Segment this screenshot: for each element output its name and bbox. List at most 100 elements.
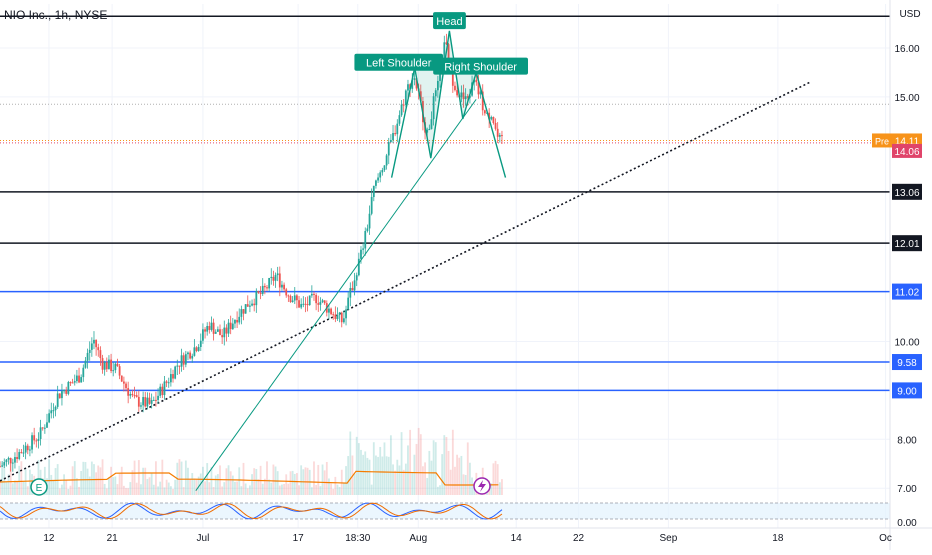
volume-bar <box>411 473 414 495</box>
volume-bar <box>95 472 98 495</box>
trendline[interactable] <box>0 81 811 482</box>
volume-bar <box>16 482 18 495</box>
candle-body <box>236 319 238 323</box>
time-tick-label: 18:30 <box>345 533 370 544</box>
pre-tag: Pre <box>875 136 889 146</box>
candle-body <box>379 172 382 178</box>
stochastic-pane: 0.00 <box>0 502 917 529</box>
last-price-label[interactable]: 14.06 <box>894 147 919 158</box>
candle-body <box>360 249 362 259</box>
time-axis[interactable]: 12 21 Jul 17 18:30 Aug 14 22 Sep 18 Oc <box>0 527 932 544</box>
candle-body <box>142 397 145 406</box>
volume-bar <box>498 482 501 495</box>
volume-bar <box>65 480 68 495</box>
pre-price-label[interactable]: 14.11 <box>895 136 920 147</box>
volume-bar <box>287 483 290 495</box>
volume-bar <box>52 481 55 495</box>
candle-body <box>357 258 360 276</box>
level-label-bg <box>892 235 922 252</box>
candle-body <box>58 393 61 399</box>
candle-body <box>210 322 213 330</box>
candle-body <box>251 303 253 306</box>
currency-label[interactable]: USD <box>899 9 920 20</box>
pattern-label[interactable]: Right Shoulder <box>444 62 517 74</box>
level-label[interactable]: 11.02 <box>895 288 920 299</box>
volume-bar <box>417 427 420 495</box>
candle-body <box>97 347 100 351</box>
volume-bar <box>122 485 125 495</box>
level-label[interactable]: 12.01 <box>894 239 919 250</box>
candle-body <box>110 359 112 372</box>
candle-body <box>340 312 343 323</box>
candle-body <box>112 370 115 372</box>
candle-body <box>415 78 418 89</box>
volume-bar <box>78 486 80 495</box>
dotted-trendline[interactable] <box>0 81 811 482</box>
candle-body <box>428 129 431 131</box>
volume-bar <box>263 478 266 495</box>
volume-bar <box>182 487 185 495</box>
volume-bar <box>270 482 273 495</box>
volume-bar <box>159 481 162 495</box>
candle-body <box>61 391 63 399</box>
volume-bar <box>285 474 288 495</box>
candle-body <box>306 304 309 306</box>
candle-body <box>364 230 367 249</box>
candle-body <box>490 116 493 120</box>
volume-bar <box>434 442 437 495</box>
candle-body <box>477 82 480 95</box>
volume-bar <box>249 485 251 495</box>
level-label-bg <box>892 183 922 200</box>
pattern-label[interactable]: Left Shoulder <box>366 58 432 70</box>
candle-body <box>78 375 80 383</box>
candle-body <box>381 170 384 173</box>
volume-bar <box>355 436 358 495</box>
volume-bar <box>253 468 256 495</box>
candle-body <box>451 65 454 86</box>
candle-body <box>296 295 298 301</box>
neckline[interactable] <box>195 99 477 491</box>
head-shoulders-pattern[interactable]: Left Shoulder Head Right Shoulder <box>195 12 528 491</box>
candle-body <box>355 275 358 281</box>
grid <box>0 4 890 528</box>
candle-body <box>18 452 21 459</box>
candle-body <box>223 327 226 338</box>
candle-body <box>118 366 121 376</box>
stoch-band <box>0 503 890 519</box>
volume-bar <box>257 479 260 495</box>
candle-body <box>481 91 484 111</box>
candle-body <box>148 397 151 404</box>
volume-bar <box>101 459 104 495</box>
candle-body <box>180 355 183 367</box>
candle-body <box>140 405 142 407</box>
level-label[interactable]: 13.06 <box>894 188 919 199</box>
chart-symbol-title[interactable]: NIO Inc., 1h, NYSE <box>4 8 107 22</box>
volume-bar <box>394 470 397 495</box>
volume-bar <box>50 474 53 495</box>
volume-bar <box>223 482 226 495</box>
volume-bar <box>67 488 70 495</box>
volume-bar <box>73 461 76 495</box>
volume-bar <box>236 481 238 495</box>
candle-body <box>50 410 53 414</box>
earnings-marker[interactable]: E <box>30 478 48 496</box>
candle-body <box>5 459 8 463</box>
candle-body <box>460 92 463 98</box>
volume-bar <box>379 446 382 495</box>
volume-bar <box>317 464 320 495</box>
flash-marker[interactable] <box>473 477 491 495</box>
candle-body <box>84 360 87 368</box>
volume-bar <box>80 470 83 495</box>
level-label[interactable]: 9.00 <box>897 386 917 397</box>
volume-bar <box>214 475 217 495</box>
level-label[interactable]: 9.58 <box>897 358 917 369</box>
candle-body <box>165 381 168 383</box>
volume-bar <box>407 445 409 495</box>
stoch-k-line <box>0 502 503 520</box>
price-axis[interactable]: 13.06 12.01 11.02 9.58 9.00 16.00 15.00 10.00 8.… <box>872 0 922 550</box>
pattern-label[interactable]: Head <box>436 16 462 28</box>
candle-body <box>167 382 170 384</box>
volume-bar <box>400 432 403 495</box>
